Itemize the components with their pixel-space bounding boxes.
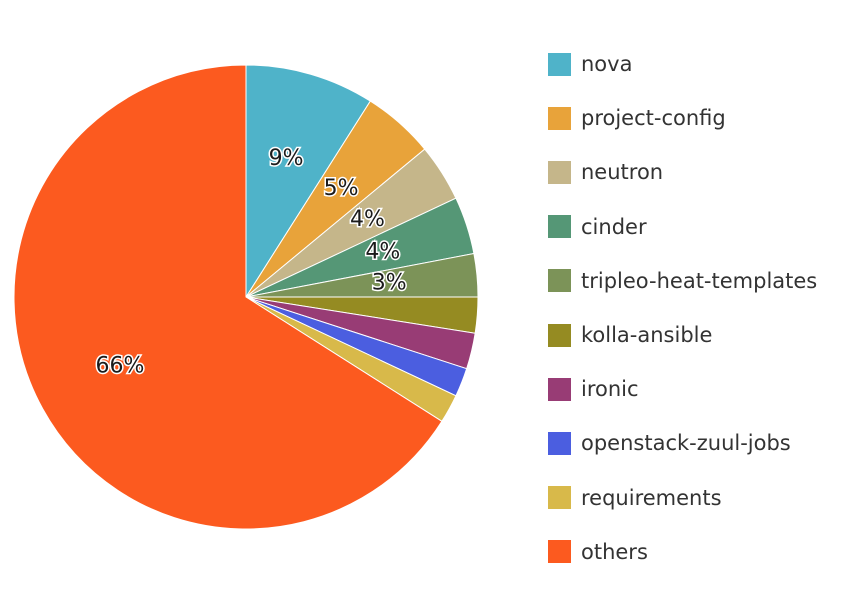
legend-swatch [548,323,571,347]
legend-swatch [548,160,571,184]
legend-item-project-config[interactable]: project-config [548,91,817,145]
legend-swatch [548,106,571,130]
legend-label: tripleo-heat-templates [581,268,818,293]
legend-label: cinder [581,214,647,239]
pie-chart: 9% 5% 4% 4% 3% 66% [13,64,479,530]
legend-swatch [548,269,571,293]
slice-data-label-tripleo-heat-templates: 3% [372,270,407,295]
legend-swatch [548,486,571,510]
legend-item-tripleo-heat-templates[interactable]: tripleo-heat-templates [548,254,817,308]
legend-item-others[interactable]: others [548,525,817,579]
legend-item-kolla-ansible[interactable]: kolla-ansible [548,308,817,362]
pie-slice-others[interactable] [13,64,443,530]
legend-swatch [548,431,571,455]
legend-item-requirements[interactable]: requirements [548,471,817,525]
legend-item-nova[interactable]: nova [548,37,817,91]
pie-slice-nova[interactable] [245,64,372,299]
legend-swatch [548,215,571,239]
legend-label: openstack-zuul-jobs [581,431,791,456]
legend-label: ironic [581,377,639,402]
slice-data-label-neutron: 4% [350,207,385,232]
slice-data-label-cinder: 4% [365,240,400,265]
legend-label: neutron [581,160,664,185]
slice-data-label-others: 66% [95,353,144,378]
legend-item-openstack-zuul-jobs[interactable]: openstack-zuul-jobs [548,416,817,470]
slice-data-label-project-config: 5% [324,176,359,201]
legend-label: nova [581,52,633,77]
legend-swatch [548,377,571,401]
legend-item-cinder[interactable]: cinder [548,200,817,254]
legend-label: others [581,539,648,564]
legend-label: requirements [581,485,722,510]
legend-swatch [548,540,571,564]
legend-label: project-config [581,106,726,131]
legend-swatch [548,52,571,76]
legend-item-ironic[interactable]: ironic [548,362,817,416]
legend-label: kolla-ansible [581,323,713,348]
legend-item-neutron[interactable]: neutron [548,145,817,199]
slice-data-label-nova: 9% [269,146,304,171]
chart-legend: nova project-config neutron cinder tripleo-h… [548,37,817,579]
